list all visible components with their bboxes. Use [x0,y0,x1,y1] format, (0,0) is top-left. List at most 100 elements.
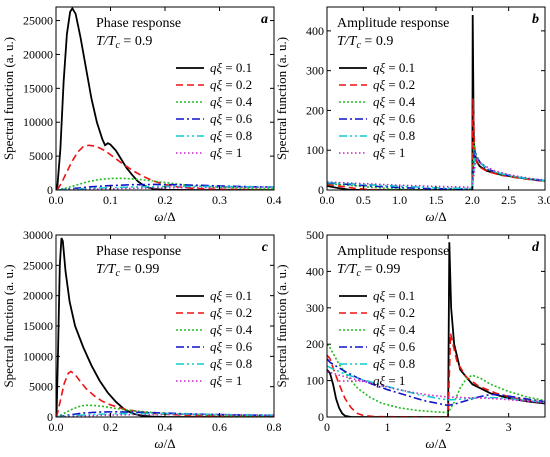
series-line-5 [56,412,274,417]
legend-label-2: qξ = 0.2 [210,305,252,320]
legend-label-1: qξ = 0.1 [373,288,415,303]
y-tick-label: 400 [306,24,324,38]
panel-c: 0.0 0.2 0.4 0.6 0.8 0 5000 10000 15000 20000 25000… [1,228,282,451]
y-tick-label: 20000 [23,47,53,61]
series-line-3 [327,142,545,190]
legend-label-2: qξ = 0.2 [373,305,415,320]
legend-label-3: qξ = 0.4 [210,94,253,109]
y-tick-label: 25000 [23,258,53,272]
legend-label-1: qξ = 0.1 [210,288,252,303]
series-line-6 [327,156,545,189]
panel-subtitle: T/Tc = 0.9 [337,34,393,51]
x-axis-label: ω/Δ [425,436,446,451]
x-tick-label: 0 [324,420,330,434]
x-tick-label: 2.5 [501,193,516,207]
plot-frame [326,6,546,191]
y-tick-label: 20000 [23,289,53,303]
legend-label-3: qξ = 0.4 [373,94,416,109]
panel-title: Phase response [96,16,181,31]
panel-letter-a: a [261,12,268,27]
legend-label-4: qξ = 0.6 [373,339,416,354]
panel-title: Phase response [96,244,181,259]
y-tick-label: 200 [306,103,324,117]
legend-label-5: qξ = 0.8 [373,128,415,143]
panel-d: 0 1 2 3 0 100 200 300 400 500 ω/Δ Spectral function… [274,228,546,451]
x-tick-label: 3 [506,420,512,434]
series-line-5 [57,185,274,190]
legend-label-1: qξ = 0.1 [373,60,415,75]
y-tick-label: 25000 [23,14,53,28]
legend-label-6: qξ = 1 [373,145,405,160]
series-line-2 [327,98,545,190]
series-line-4 [327,358,545,407]
y-tick-label: 400 [306,264,324,278]
x-tick-label: 0.5 [356,193,371,207]
legend-label-5: qξ = 0.8 [210,128,252,143]
y-tick-label: 100 [306,374,324,388]
x-tick-label: 0.2 [158,193,173,207]
x-tick-label: 0.3 [212,193,227,207]
legend-label-5: qξ = 0.8 [210,356,252,371]
series-line-5 [327,365,545,404]
x-axis-label: ω/Δ [154,436,175,451]
x-tick-label: 0.1 [103,193,118,207]
y-tick-label: 10000 [23,115,53,129]
y-tick-label: 300 [306,64,324,78]
x-tick-label: 0.0 [320,193,335,207]
series-line-2 [327,333,545,417]
legend-label-4: qξ = 0.6 [210,111,253,126]
series-line-1 [327,242,545,417]
series-line-6 [56,413,274,417]
x-tick-label: 1.0 [392,193,407,207]
panel-subtitle: T/Tc = 0.99 [337,262,400,279]
y-tick-label: 0 [47,183,53,197]
series-line-6 [57,186,274,190]
legend-label-2: qξ = 0.2 [210,77,252,92]
x-tick-label: 0.2 [103,420,118,434]
series-line-1 [56,237,274,417]
y-tick-label: 300 [306,301,324,315]
y-tick-label: 30000 [23,228,53,242]
x-axis-label: ω/Δ [154,209,175,224]
y-axis-label: Spectral function (a. u.) [1,264,16,387]
panel-subtitle: T/Tc = 0.9 [96,34,152,51]
legend-label-4: qξ = 0.6 [210,339,253,354]
panel-a: 0.0 0.1 0.2 0.3 0.4 0 5000 10000 15000 20000 25000… [1,6,282,224]
x-tick-label: 0.8 [267,420,282,434]
y-tick-label: 0 [318,410,324,424]
legend-label-3: qξ = 0.4 [210,322,253,337]
legend-label-1: qξ = 0.1 [210,60,252,75]
panel-letter-d: d [532,240,540,255]
x-tick-label: 2.0 [465,193,480,207]
series-line-2 [56,144,274,190]
x-axis-label: ω/Δ [425,209,446,224]
x-tick-label: 0.6 [212,420,227,434]
y-tick-label: 15000 [23,81,53,95]
y-axis-label: Spectral function (a. u.) [274,37,289,160]
series-line-2 [56,370,274,417]
panel-letter-b: b [532,12,539,27]
y-axis-label: Spectral function (a. u.) [274,264,289,387]
x-tick-label: 3.0 [538,193,550,207]
x-tick-label: 0.4 [158,420,173,434]
x-tick-label: 0.0 [49,420,64,434]
x-tick-label: 2 [445,420,451,434]
y-tick-label: 5000 [29,380,53,394]
series-line-5 [327,151,545,190]
panel-title: Amplitude response [337,16,449,31]
panel-letter-c: c [262,240,269,255]
series-line-4 [327,149,545,190]
x-tick-label: 0.4 [267,193,282,207]
y-tick-label: 5000 [29,149,53,163]
y-tick-label: 0 [318,183,324,197]
y-tick-label: 500 [306,228,324,242]
x-tick-label: 1 [385,420,391,434]
panel-b: 0.0 0.5 1.0 1.5 2.0 2.5 3.0 0 100 200 300 400 ω/Δ Spe… [274,6,550,224]
legend-label-6: qξ = 1 [373,373,405,388]
y-tick-label: 0 [47,410,53,424]
legend-label-3: qξ = 0.4 [373,322,416,337]
x-tick-label: 1.5 [429,193,444,207]
legend-label-6: qξ = 1 [210,145,242,160]
y-tick-label: 200 [306,337,324,351]
